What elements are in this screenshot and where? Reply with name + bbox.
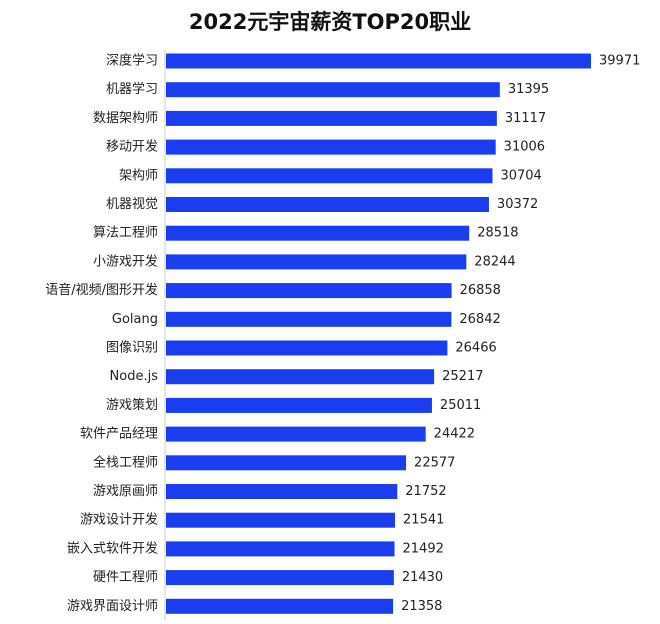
category-label: 语音/视频/图形开发 — [45, 282, 158, 298]
value-label: 21492 — [403, 541, 444, 556]
bar — [166, 369, 435, 385]
category-label: Node.js — [110, 369, 159, 384]
value-label: 28244 — [474, 254, 515, 269]
category-label: Golang — [112, 312, 158, 327]
category-label: 硬件工程师 — [93, 570, 158, 585]
value-label: 22577 — [414, 455, 455, 470]
category-label: 游戏设计开发 — [80, 512, 158, 528]
category-label: 机器学习 — [106, 81, 158, 97]
bar — [166, 82, 500, 98]
value-label: 30372 — [497, 197, 538, 212]
value-label: 21752 — [405, 484, 446, 499]
category-label: 算法工程师 — [93, 226, 158, 241]
bar — [166, 484, 398, 499]
value-label: 21541 — [403, 513, 444, 528]
category-label: 全栈工程师 — [93, 454, 158, 470]
bar — [166, 512, 396, 528]
bars-group: 深度学习 39971 机器学习 31395 数据架构师 31117 移动开发 31006 架构师… — [45, 53, 640, 614]
bar — [166, 168, 493, 184]
category-label: 小游戏开发 — [93, 253, 158, 269]
value-label: 26466 — [455, 341, 496, 356]
category-label: 移动开发 — [106, 139, 158, 155]
category-label: 游戏界面设计师 — [67, 599, 158, 614]
value-label: 26858 — [460, 283, 501, 298]
bar — [166, 139, 496, 155]
bar — [166, 110, 497, 126]
bar — [166, 455, 407, 471]
category-label: 嵌入式软件开发 — [67, 540, 158, 556]
bar — [166, 570, 394, 586]
bar — [166, 53, 591, 69]
value-label: 28518 — [477, 226, 518, 241]
value-label: 39971 — [599, 54, 640, 69]
value-label: 31117 — [505, 111, 546, 126]
value-label: 21430 — [402, 570, 443, 585]
category-label: 软件产品经理 — [80, 427, 158, 442]
bar — [166, 197, 489, 212]
category-label: 深度学习 — [106, 53, 158, 69]
bar — [166, 426, 426, 442]
value-label: 25217 — [442, 369, 483, 384]
category-label: 数据架构师 — [93, 111, 158, 126]
chart-title: 2022元宇宙薪资TOP20职业 — [188, 10, 472, 34]
category-label: 图像识别 — [106, 341, 158, 356]
bar — [166, 598, 394, 614]
category-label: 游戏原画师 — [93, 484, 158, 499]
bar — [166, 254, 467, 270]
value-label: 31395 — [508, 82, 549, 97]
bar — [166, 541, 395, 557]
bar — [166, 311, 452, 327]
value-label: 21358 — [401, 599, 442, 614]
bar — [166, 340, 448, 356]
value-label: 24422 — [434, 427, 475, 442]
category-label: 游戏策划 — [106, 397, 158, 413]
value-label: 26842 — [459, 312, 500, 327]
value-label: 25011 — [440, 398, 481, 413]
category-label: 架构师 — [119, 168, 158, 183]
bar — [166, 225, 470, 241]
category-label: 机器视觉 — [106, 197, 158, 212]
bar — [166, 283, 452, 299]
value-label: 30704 — [500, 168, 541, 183]
value-label: 31006 — [504, 140, 545, 155]
bar — [166, 397, 432, 413]
